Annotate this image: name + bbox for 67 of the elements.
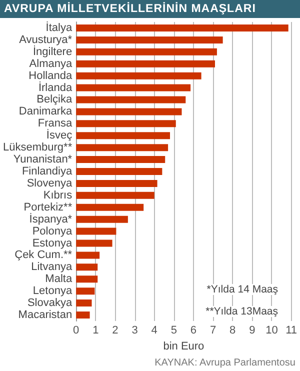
bar <box>76 24 288 32</box>
y-tick-label: İngiltere <box>32 44 72 58</box>
y-tick-label: Portekiz** <box>24 201 73 214</box>
y-tick-label: Danimarka <box>18 106 73 118</box>
y-tick-label: Lüksemburg** <box>3 142 73 154</box>
x-tick-label: 5 <box>170 324 177 336</box>
y-tick-label: İrlanda <box>38 80 73 94</box>
annotation: **Yılda 13Maaş <box>206 306 278 318</box>
x-tick-label: 3 <box>132 324 138 336</box>
y-tick-label: Slovenya <box>26 177 73 190</box>
y-tick-label: Letonya <box>32 285 73 298</box>
y-tick-label: Çek Cum.** <box>14 249 73 262</box>
bar <box>76 216 128 223</box>
bar <box>76 252 100 259</box>
x-tick-label: 7 <box>210 324 216 336</box>
x-tick-label: 9 <box>249 324 256 336</box>
y-tick-label: Polonya <box>32 225 73 238</box>
bar <box>76 288 95 295</box>
y-tick-label: Kıbrıs <box>43 189 73 202</box>
bar <box>76 192 154 199</box>
bar <box>76 204 144 211</box>
bar <box>76 72 202 80</box>
bar <box>76 60 215 68</box>
x-tick-label: 11 <box>286 324 297 336</box>
y-tick-label: Slovakya <box>27 297 73 310</box>
bar <box>76 108 182 116</box>
y-tick-label: Malta <box>45 273 73 286</box>
bar <box>76 228 116 235</box>
bar <box>76 180 158 187</box>
bar <box>76 48 217 56</box>
bar <box>76 84 191 92</box>
bar <box>76 144 168 152</box>
bar <box>76 132 170 140</box>
y-tick-label: Macaristan <box>18 309 72 322</box>
y-tick-label: İtalya <box>46 20 73 34</box>
bar <box>76 120 176 128</box>
x-tick-label: 8 <box>230 324 236 336</box>
x-tick-label: 0 <box>73 324 80 336</box>
bar <box>76 156 166 164</box>
y-tick-label: Almanya <box>29 58 73 70</box>
bar <box>76 36 223 44</box>
x-tick-label: 6 <box>190 324 197 336</box>
y-tick-label: Yunanistan* <box>13 154 73 166</box>
text: KAYNAK: Avrupa Parlamentosu <box>154 358 296 368</box>
y-tick-label: Finlandiya <box>22 166 73 178</box>
y-tick-label: Litvanya <box>31 261 73 274</box>
bar <box>76 264 98 271</box>
y-tick-label: Avusturya* <box>19 34 73 46</box>
bar <box>76 300 92 307</box>
bar <box>76 276 98 283</box>
y-tick-label: İspanya* <box>29 212 73 226</box>
bar <box>76 96 186 104</box>
annotation: *Yılda 14 Maaş <box>206 284 278 296</box>
y-tick-label: Estonya <box>32 237 73 250</box>
x-tick-label: 10 <box>266 324 278 336</box>
bar <box>76 240 112 247</box>
x-tick-label: 1 <box>92 324 99 336</box>
chart-title: AVRUPA MİLLETVEKİLLERİNİN MAAŞLARI <box>0 0 300 18</box>
x-tick-label: 4 <box>151 324 158 336</box>
y-tick-label: Belçika <box>36 94 73 106</box>
x-axis-title: bin Euro <box>163 340 204 352</box>
y-tick-label: Hollanda <box>28 70 73 82</box>
y-tick-label: İsveç <box>46 128 73 142</box>
bar <box>76 168 162 175</box>
y-tick-label: Fransa <box>38 118 73 130</box>
bar <box>76 312 90 319</box>
x-tick-label: 2 <box>112 324 118 336</box>
